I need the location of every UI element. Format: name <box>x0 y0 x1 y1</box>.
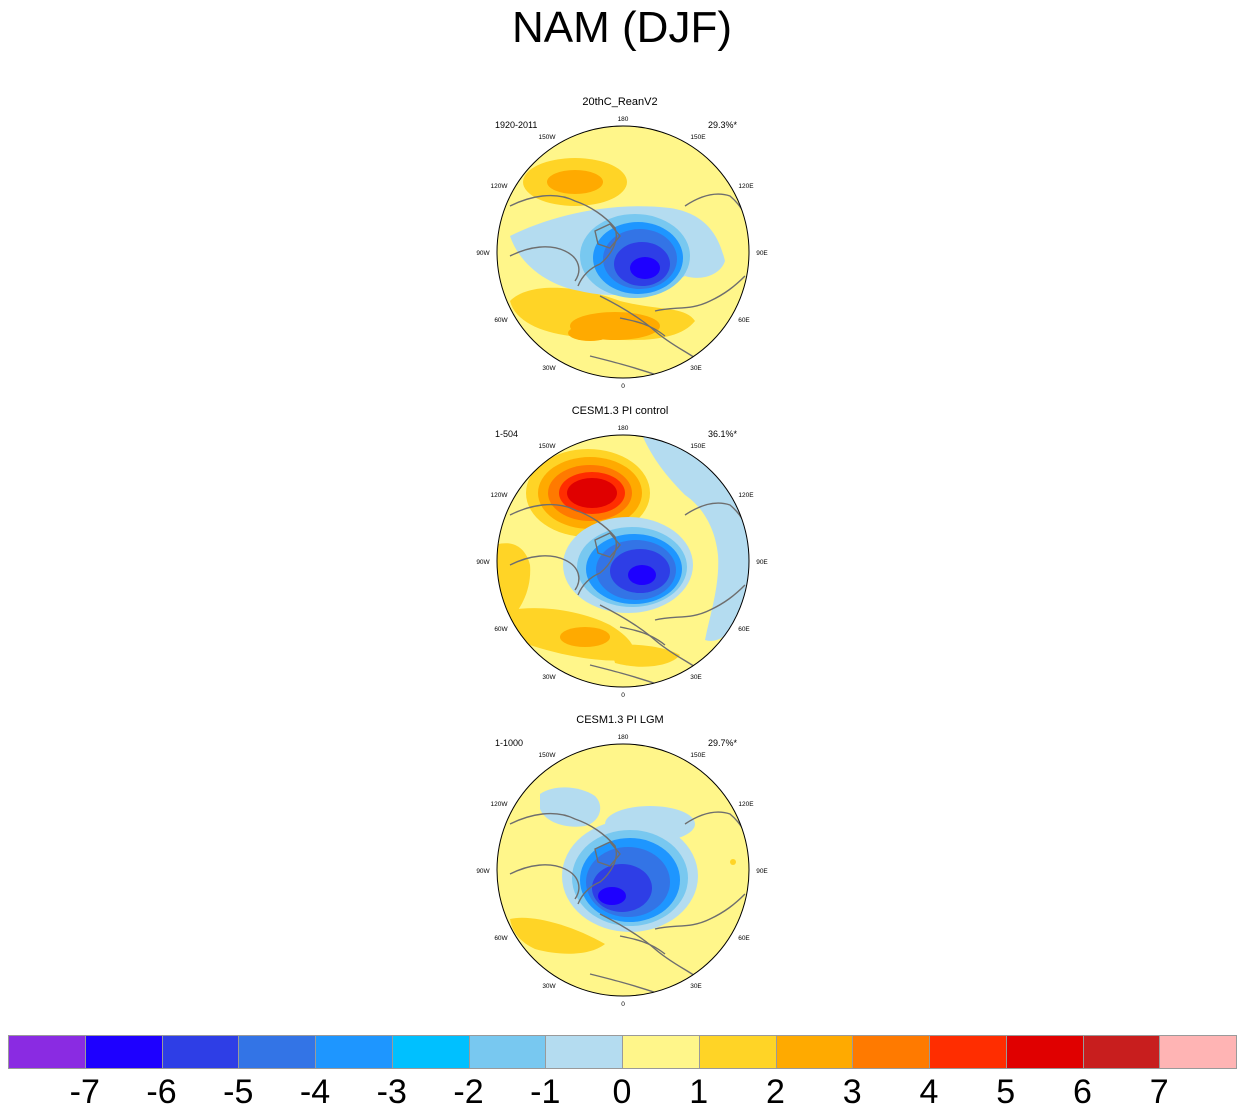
anomaly-field <box>497 744 749 996</box>
colorbar-swatch <box>468 1035 547 1069</box>
colorbar-swatch <box>1082 1035 1161 1069</box>
lon-label-120w: 120W <box>491 183 509 190</box>
lon-label-90e: 90E <box>756 868 768 875</box>
colorbar-tick-label: -7 <box>69 1073 100 1111</box>
colorbar-tick-label: 3 <box>842 1073 862 1111</box>
lon-label-90w: 90W <box>476 868 490 875</box>
lon-label-120w: 120W <box>491 801 509 808</box>
lon-label-60e: 60E <box>738 317 750 324</box>
colorbar-swatch <box>161 1035 240 1069</box>
polar-map: 180 150E 120E 90E 60E 30E 0 30W 60W 90W … <box>476 734 768 1008</box>
polar-map: 180 150E 120E 90E 60E 30E 0 30W 60W 90W … <box>476 425 768 699</box>
lon-label-60w: 60W <box>494 935 508 942</box>
colorbar-swatch <box>545 1035 623 1069</box>
coastlines <box>509 502 749 686</box>
lon-label-30w: 30W <box>542 674 556 681</box>
lon-label-180: 180 <box>618 734 629 741</box>
panel-title: CESM1.3 PI LGM <box>576 714 664 726</box>
lon-label-0: 0 <box>621 1001 625 1008</box>
colorbar-swatch <box>315 1035 393 1069</box>
lon-label-150w: 150W <box>539 752 557 759</box>
panel-variance: 29.3%* <box>708 120 738 130</box>
lon-label-150w: 150W <box>539 443 557 450</box>
colorbar-tick-label: -2 <box>453 1073 484 1111</box>
lon-label-180: 180 <box>618 116 629 123</box>
colorbar-tick-label: 7 <box>1149 1073 1169 1111</box>
colorbar-tick-label: 2 <box>766 1073 785 1111</box>
lon-label-90w: 90W <box>476 250 490 257</box>
colorbar-tick-label: 5 <box>996 1073 1016 1111</box>
colorbar <box>8 1035 1237 1069</box>
colorbar-swatch <box>622 1035 700 1069</box>
lon-label-150e: 150E <box>690 752 706 759</box>
lon-label-60w: 60W <box>494 626 508 633</box>
colorbar-swatch <box>698 1035 777 1069</box>
colorbar-swatch <box>775 1035 854 1069</box>
colorbar-tick-label: -5 <box>223 1073 254 1111</box>
map-border <box>496 743 750 997</box>
lon-label-60e: 60E <box>738 935 750 942</box>
lon-label-0: 0 <box>621 692 625 699</box>
lon-label-180: 180 <box>618 425 629 432</box>
colorbar-swatch <box>391 1035 470 1069</box>
map-panel-pi-lgm: CESM1.3 PI LGM 1-1000 29.7%* <box>470 714 770 1014</box>
lon-label-120e: 120E <box>738 492 754 499</box>
lon-label-150e: 150E <box>690 134 706 141</box>
polar-map: 180 150E 120E 90E 60E 30E 0 30W 60W 90W … <box>476 116 768 390</box>
map-panel-pi-control: CESM1.3 PI control 1-504 36.1%* <box>470 405 770 705</box>
anomaly-field <box>497 126 749 378</box>
map-panel-reanalysis: 20thC_ReanV2 1920-2011 29.3%* <box>470 96 770 396</box>
lon-label-30w: 30W <box>542 365 556 372</box>
lon-label-30e: 30E <box>690 983 702 990</box>
lon-label-60e: 60E <box>738 626 750 633</box>
panel-years: 1920-2011 <box>495 120 538 130</box>
panel-variance: 36.1%* <box>708 429 738 439</box>
lon-label-120w: 120W <box>491 492 509 499</box>
panel-title: CESM1.3 PI control <box>571 405 669 417</box>
lon-label-60w: 60W <box>494 317 508 324</box>
panel-years: 1-504 <box>495 429 519 439</box>
colorbar-tick-label: 6 <box>1073 1073 1092 1111</box>
lon-label-150w: 150W <box>539 134 557 141</box>
colorbar-tick-label: -3 <box>376 1073 407 1111</box>
lon-label-90e: 90E <box>756 250 768 257</box>
panel-title: 20thC_ReanV2 <box>582 96 658 108</box>
lon-label-30w: 30W <box>542 983 556 990</box>
colorbar-swatch <box>8 1035 86 1069</box>
colorbar-swatch <box>852 1035 930 1069</box>
colorbar-tick-label: 4 <box>919 1073 939 1111</box>
lon-label-90w: 90W <box>476 559 490 566</box>
colorbar-swatch <box>1159 1035 1237 1069</box>
lon-label-30e: 30E <box>690 674 702 681</box>
map-border <box>496 434 750 688</box>
lon-label-120e: 120E <box>738 183 754 190</box>
lon-label-150e: 150E <box>690 443 706 450</box>
colorbar-swatch <box>1005 1035 1084 1069</box>
colorbar-tick-label: -1 <box>530 1073 561 1111</box>
colorbar-tick-label: 1 <box>689 1073 709 1111</box>
colorbar-swatch <box>84 1035 163 1069</box>
map-border <box>496 125 750 379</box>
colorbar-tick-label: -6 <box>146 1073 177 1111</box>
coastlines <box>509 193 749 377</box>
figure-title: NAM (DJF) <box>512 3 732 52</box>
lon-label-90e: 90E <box>756 559 768 566</box>
panel-years: 1-1000 <box>495 738 524 748</box>
colorbar-tick-label: -4 <box>299 1073 331 1111</box>
anomaly-field <box>497 435 749 687</box>
colorbar-swatch <box>238 1035 316 1069</box>
lon-label-120e: 120E <box>738 801 754 808</box>
colorbar-swatch <box>929 1035 1007 1069</box>
colorbar-tick-label: 0 <box>612 1073 632 1111</box>
panel-variance: 29.7%* <box>708 738 738 748</box>
lon-label-30e: 30E <box>690 365 702 372</box>
lon-label-0: 0 <box>621 383 625 390</box>
